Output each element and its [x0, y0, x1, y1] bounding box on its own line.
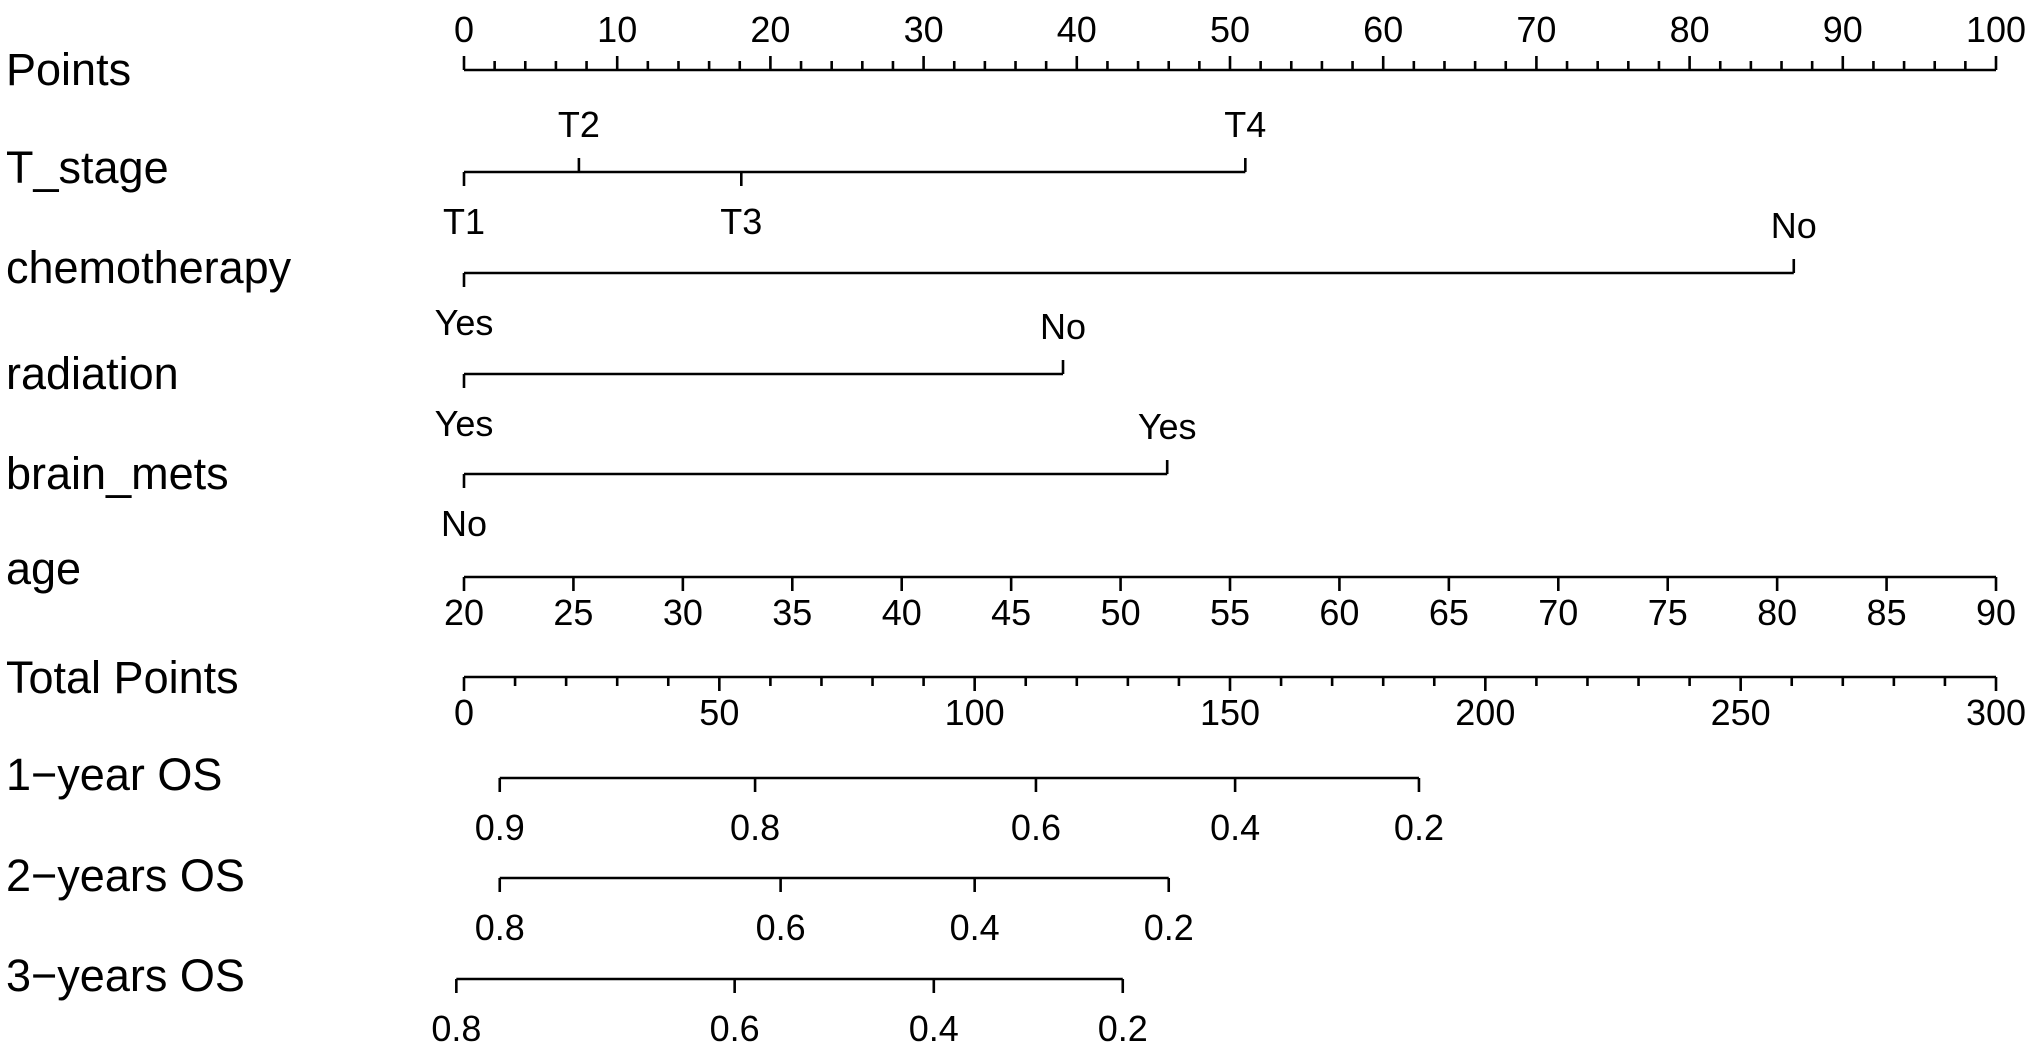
3-years-os-tick-label: 0.8	[431, 1008, 481, 1049]
age-tick-label: 75	[1648, 592, 1688, 633]
total-points-tick-label: 100	[945, 692, 1005, 733]
1-year-os-tick-label: 0.2	[1394, 807, 1444, 848]
total-points-tick-label: 150	[1200, 692, 1260, 733]
age-tick-label: 20	[444, 592, 484, 633]
age-tick-label: 90	[1976, 592, 2016, 633]
brain-mets-level-no: No	[441, 503, 487, 544]
points-tick-label: 80	[1670, 9, 1710, 50]
age-tick-label: 25	[553, 592, 593, 633]
radiation-scale: Yes No	[435, 306, 1086, 444]
points-tick-label: 30	[904, 9, 944, 50]
t-stage-level-t4: T4	[1224, 104, 1266, 145]
brain-mets-row-label: brain_mets	[6, 448, 229, 499]
total-points-scale: 0 50 100 150 200 250 300	[454, 675, 2026, 733]
age-tick-label: 85	[1867, 592, 1907, 633]
3-years-os-row-label: 3−years OS	[6, 950, 245, 1001]
age-row-label: age	[6, 543, 81, 594]
radiation-level-no: No	[1040, 306, 1086, 347]
3-years-os-scale: 0.8 0.6 0.4 0.2	[431, 977, 1148, 1049]
2-years-os-tick-label: 0.4	[950, 907, 1000, 948]
3-years-os-tick-label: 0.2	[1098, 1008, 1148, 1049]
t-stage-scale: T1 T2 T3 T4	[443, 104, 1266, 242]
total-points-tick-label: 0	[454, 692, 474, 733]
total-points-tick-label: 300	[1966, 692, 2026, 733]
age-tick-label: 60	[1319, 592, 1359, 633]
2-years-os-tick-label: 0.8	[475, 907, 525, 948]
total-points-tick-label: 200	[1455, 692, 1515, 733]
points-tick-label: 100	[1966, 9, 2026, 50]
radiation-row-label: radiation	[6, 348, 179, 399]
1-year-os-tick-label: 0.9	[475, 807, 525, 848]
total-points-row-label: Total Points	[6, 652, 239, 703]
t-stage-level-t2: T2	[558, 104, 600, 145]
points-scale: 0 10 20 30 40 50 60 70 80 90 100	[454, 9, 2026, 72]
age-tick-label: 55	[1210, 592, 1250, 633]
2-years-os-tick-label: 0.2	[1144, 907, 1194, 948]
points-row-label: Points	[6, 44, 131, 95]
2-years-os-row-label: 2−years OS	[6, 850, 245, 901]
chemotherapy-scale: Yes No	[435, 205, 1817, 343]
1-year-os-scale: 0.9 0.8 0.6 0.4 0.2	[475, 776, 1444, 848]
age-tick-label: 80	[1757, 592, 1797, 633]
chemotherapy-row-label: chemotherapy	[6, 242, 292, 293]
age-tick-label: 65	[1429, 592, 1469, 633]
points-tick-label: 40	[1057, 9, 1097, 50]
points-tick-label: 50	[1210, 9, 1250, 50]
chemotherapy-level-yes: Yes	[435, 302, 494, 343]
3-years-os-tick-label: 0.4	[909, 1008, 959, 1049]
3-years-os-tick-label: 0.6	[710, 1008, 760, 1049]
brain-mets-scale: No Yes	[441, 406, 1197, 544]
age-tick-label: 70	[1538, 592, 1578, 633]
total-points-tick-label: 50	[699, 692, 739, 733]
brain-mets-level-yes: Yes	[1138, 406, 1197, 447]
radiation-level-yes: Yes	[435, 403, 494, 444]
1-year-os-tick-label: 0.6	[1011, 807, 1061, 848]
age-tick-label: 35	[772, 592, 812, 633]
points-tick-label: 70	[1516, 9, 1556, 50]
row-labels: Points T_stage chemotherapy radiation brain_…	[6, 44, 292, 1001]
chemotherapy-level-no: No	[1771, 205, 1817, 246]
age-tick-label: 45	[991, 592, 1031, 633]
2-years-os-tick-label: 0.6	[756, 907, 806, 948]
2-years-os-scale: 0.8 0.6 0.4 0.2	[475, 876, 1194, 948]
points-tick-label: 0	[454, 9, 474, 50]
age-tick-label: 40	[882, 592, 922, 633]
t-stage-level-t1: T1	[443, 201, 485, 242]
age-scale: 20 25 30 35 40 45 50 55 60 65 70 75 80 85 90	[444, 575, 2016, 633]
1-year-os-tick-label: 0.8	[730, 807, 780, 848]
t-stage-level-t3: T3	[720, 201, 762, 242]
points-tick-label: 10	[597, 9, 637, 50]
age-tick-label: 30	[663, 592, 703, 633]
total-points-tick-label: 250	[1711, 692, 1771, 733]
1-year-os-tick-label: 0.4	[1210, 807, 1260, 848]
1-year-os-row-label: 1−year OS	[6, 749, 222, 800]
t-stage-row-label: T_stage	[6, 142, 169, 193]
points-tick-label: 20	[750, 9, 790, 50]
scales: 0 10 20 30 40 50 60 70 80 90 100T1T2T3T4YesNoYesNo…	[431, 9, 2026, 1049]
points-tick-label: 60	[1363, 9, 1403, 50]
age-tick-label: 50	[1101, 592, 1141, 633]
points-tick-label: 90	[1823, 9, 1863, 50]
